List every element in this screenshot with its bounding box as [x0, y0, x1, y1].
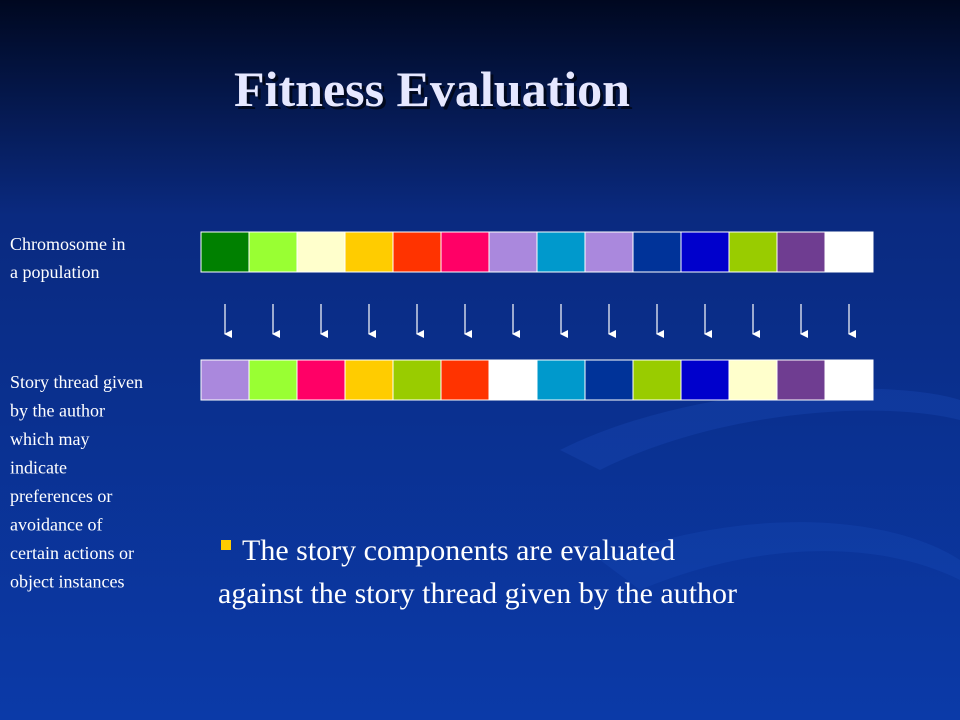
- cell: [392, 231, 442, 273]
- cell: [632, 359, 682, 401]
- label-line: which may: [10, 429, 89, 449]
- cell: [344, 359, 394, 401]
- cell: [824, 359, 874, 401]
- cell: [440, 231, 490, 273]
- cell: [536, 359, 586, 401]
- cell: [680, 359, 730, 401]
- cell: [440, 359, 490, 401]
- bullet-line: against the story thread given by the au…: [218, 577, 737, 610]
- cell: [584, 359, 634, 401]
- label-line: indicate: [10, 458, 67, 478]
- bullet-marker: [221, 540, 231, 550]
- cell: [296, 359, 346, 401]
- cell: [776, 359, 826, 401]
- cell: [488, 231, 538, 273]
- label-line: certain actions or: [10, 543, 134, 563]
- cell: [200, 231, 250, 273]
- cell: [344, 231, 394, 273]
- cell: [776, 231, 826, 273]
- cell: [824, 231, 874, 273]
- cell: [632, 231, 682, 273]
- cell: [680, 231, 730, 273]
- label-line: preferences or: [10, 486, 112, 506]
- cell: [488, 359, 538, 401]
- cell: [392, 359, 442, 401]
- title-shadow: Fitness Evaluation: [237, 64, 633, 120]
- cell: [248, 359, 298, 401]
- cell: [248, 231, 298, 273]
- label-line: object instances: [10, 572, 124, 592]
- cell: [728, 231, 778, 273]
- label-line: a population: [10, 262, 99, 282]
- label-line: by the author: [10, 401, 105, 421]
- title: Fitness Evaluation: [234, 61, 630, 117]
- swoosh: [600, 522, 960, 590]
- cell: [584, 231, 634, 273]
- content: Chromosome in a population Story thread gi…: [10, 231, 874, 610]
- label-line: Story thread given: [10, 372, 143, 392]
- bullet-line: The story components are evaluated: [242, 534, 675, 567]
- label-line: avoidance of: [10, 515, 102, 535]
- cell: [536, 231, 586, 273]
- cell: [200, 359, 250, 401]
- cell: [296, 231, 346, 273]
- cell: [728, 359, 778, 401]
- label-line: Chromosome in: [10, 234, 126, 254]
- swoosh: [560, 388, 960, 470]
